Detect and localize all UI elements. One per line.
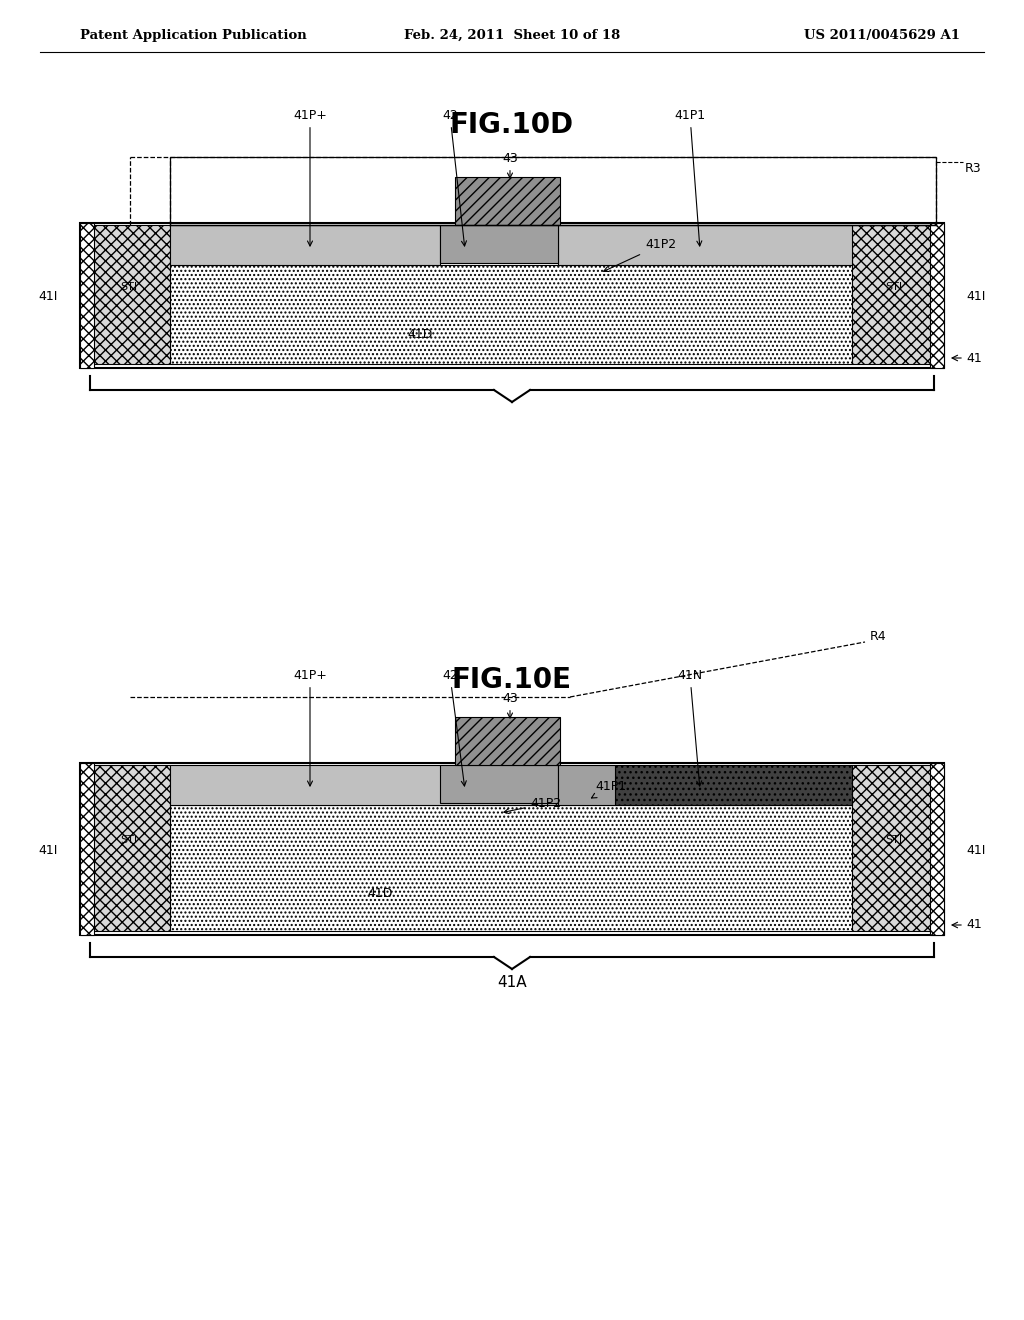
Text: 41I: 41I — [39, 843, 58, 857]
Text: 41: 41 — [966, 351, 982, 364]
Text: US 2011/0045629 A1: US 2011/0045629 A1 — [804, 29, 961, 41]
Text: 41A: 41A — [498, 975, 526, 990]
Bar — [930, 763, 944, 935]
Text: 41I: 41I — [39, 290, 58, 304]
Bar — [80, 763, 944, 935]
Text: FIG.10E: FIG.10E — [452, 667, 572, 694]
Bar — [455, 177, 560, 224]
Text: 43: 43 — [502, 692, 518, 718]
Text: 41: 41 — [966, 919, 982, 932]
Bar — [170, 224, 440, 265]
Text: 41D: 41D — [368, 887, 392, 900]
Text: R3: R3 — [965, 162, 982, 176]
Text: 42: 42 — [442, 669, 466, 785]
Text: 41I: 41I — [966, 843, 985, 857]
Bar — [170, 157, 936, 224]
Bar — [171, 158, 935, 224]
Bar — [615, 766, 852, 805]
Bar — [170, 805, 852, 931]
Bar — [455, 717, 560, 766]
Text: STI: STI — [886, 836, 902, 845]
Text: R4: R4 — [870, 631, 887, 644]
Text: 41P+: 41P+ — [293, 669, 327, 785]
Text: STI: STI — [121, 836, 137, 845]
Text: 41I: 41I — [966, 290, 985, 304]
Text: 41P1: 41P1 — [592, 780, 626, 799]
Bar — [80, 763, 94, 935]
Bar — [440, 766, 558, 803]
Bar — [930, 223, 944, 368]
Bar — [440, 224, 558, 263]
Text: Feb. 24, 2011  Sheet 10 of 18: Feb. 24, 2011 Sheet 10 of 18 — [403, 29, 621, 41]
Bar — [80, 223, 944, 368]
Text: 41N: 41N — [678, 669, 702, 785]
Bar — [558, 766, 615, 805]
Text: 41P+: 41P+ — [293, 110, 327, 246]
Bar — [88, 224, 170, 364]
Bar — [558, 224, 852, 265]
Text: 41P1: 41P1 — [675, 110, 706, 246]
Text: STI: STI — [886, 281, 902, 292]
Bar — [170, 766, 558, 805]
Text: 42: 42 — [442, 110, 467, 246]
Text: Patent Application Publication: Patent Application Publication — [80, 29, 307, 41]
Bar — [852, 766, 936, 931]
Text: 43: 43 — [502, 152, 518, 178]
Text: FIG.10D: FIG.10D — [450, 111, 574, 139]
Bar — [80, 223, 94, 368]
Text: 41P2: 41P2 — [504, 797, 561, 813]
Bar — [88, 766, 170, 931]
Text: 41P2: 41P2 — [604, 239, 676, 272]
Text: STI: STI — [121, 281, 137, 292]
Text: 41D: 41D — [408, 327, 433, 341]
Bar — [170, 265, 852, 364]
Bar — [852, 224, 936, 364]
